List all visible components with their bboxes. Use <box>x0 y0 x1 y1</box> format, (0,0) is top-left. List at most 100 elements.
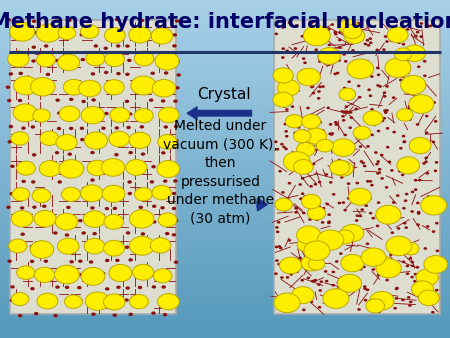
Circle shape <box>402 37 406 39</box>
Circle shape <box>369 253 373 256</box>
Circle shape <box>17 60 22 63</box>
Circle shape <box>79 80 101 97</box>
Circle shape <box>344 60 347 63</box>
Circle shape <box>301 279 304 282</box>
Circle shape <box>104 294 125 310</box>
Circle shape <box>62 187 81 201</box>
Circle shape <box>403 222 407 224</box>
Circle shape <box>358 215 362 217</box>
Circle shape <box>333 73 337 75</box>
Circle shape <box>325 280 328 283</box>
Circle shape <box>431 277 434 280</box>
Circle shape <box>314 183 317 186</box>
Circle shape <box>381 119 384 122</box>
Circle shape <box>285 108 289 111</box>
FancyArrowPatch shape <box>257 198 267 211</box>
Circle shape <box>340 276 343 279</box>
Circle shape <box>318 214 321 217</box>
Circle shape <box>412 281 434 297</box>
Circle shape <box>285 115 303 128</box>
Circle shape <box>366 145 370 148</box>
Circle shape <box>36 53 55 67</box>
Circle shape <box>395 288 398 290</box>
Circle shape <box>21 86 25 89</box>
Circle shape <box>80 127 84 130</box>
Circle shape <box>376 224 379 227</box>
Circle shape <box>408 118 412 121</box>
Circle shape <box>126 286 130 290</box>
Circle shape <box>53 231 58 235</box>
Circle shape <box>382 117 386 120</box>
Circle shape <box>293 160 313 174</box>
Circle shape <box>406 272 410 275</box>
Circle shape <box>165 165 169 168</box>
Circle shape <box>331 284 335 287</box>
Circle shape <box>359 268 363 270</box>
Circle shape <box>395 48 412 61</box>
Circle shape <box>285 49 289 52</box>
Circle shape <box>20 247 24 250</box>
Circle shape <box>275 259 279 262</box>
Circle shape <box>9 31 14 34</box>
Circle shape <box>126 231 130 235</box>
Circle shape <box>297 226 321 244</box>
Circle shape <box>402 158 405 161</box>
Circle shape <box>411 252 414 255</box>
Circle shape <box>323 289 349 308</box>
Circle shape <box>9 192 14 195</box>
Circle shape <box>284 82 288 85</box>
Circle shape <box>152 32 157 36</box>
Circle shape <box>407 107 411 110</box>
Circle shape <box>405 265 409 267</box>
Circle shape <box>380 177 384 180</box>
Circle shape <box>387 205 390 208</box>
Circle shape <box>301 177 304 180</box>
Circle shape <box>321 129 324 132</box>
Circle shape <box>281 56 285 59</box>
Circle shape <box>426 108 429 111</box>
Circle shape <box>367 195 370 198</box>
Circle shape <box>140 19 144 22</box>
Circle shape <box>93 58 98 61</box>
Circle shape <box>342 53 346 56</box>
Circle shape <box>116 72 121 75</box>
Circle shape <box>405 193 409 195</box>
Circle shape <box>302 155 305 158</box>
Circle shape <box>369 291 394 310</box>
Circle shape <box>424 156 428 159</box>
Circle shape <box>312 92 315 95</box>
Circle shape <box>342 31 346 34</box>
Circle shape <box>164 86 169 89</box>
Circle shape <box>65 166 70 170</box>
Circle shape <box>125 100 129 103</box>
Circle shape <box>371 217 375 219</box>
Circle shape <box>390 296 394 299</box>
Circle shape <box>17 266 35 280</box>
Circle shape <box>377 201 380 204</box>
Circle shape <box>57 111 62 115</box>
Circle shape <box>377 206 396 221</box>
Circle shape <box>46 73 50 76</box>
Circle shape <box>314 249 317 251</box>
Circle shape <box>6 206 11 209</box>
Circle shape <box>399 147 403 149</box>
Circle shape <box>36 24 60 42</box>
Circle shape <box>327 106 330 109</box>
Circle shape <box>339 252 342 255</box>
Circle shape <box>337 300 341 303</box>
Circle shape <box>411 265 414 267</box>
Circle shape <box>17 161 36 175</box>
Circle shape <box>378 85 382 88</box>
Circle shape <box>30 245 34 248</box>
Circle shape <box>33 109 50 122</box>
Circle shape <box>413 107 417 110</box>
Circle shape <box>161 194 165 197</box>
Circle shape <box>320 142 324 144</box>
Circle shape <box>298 183 302 186</box>
Circle shape <box>329 123 333 126</box>
Circle shape <box>308 258 325 270</box>
Circle shape <box>273 68 293 83</box>
Circle shape <box>105 287 109 291</box>
Circle shape <box>396 109 413 121</box>
Circle shape <box>81 58 85 61</box>
